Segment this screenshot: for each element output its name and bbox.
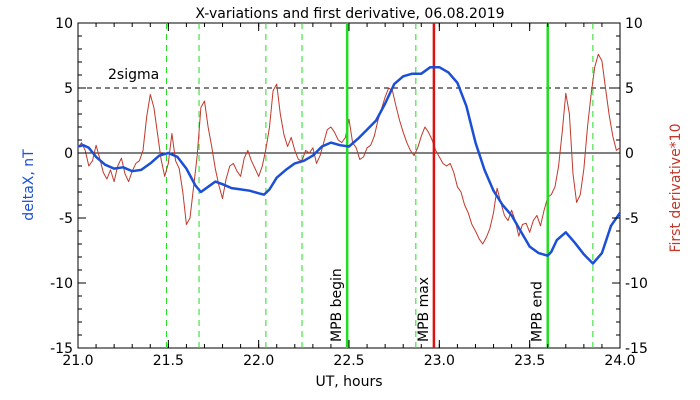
x-tick-label: 24.0 [604,353,635,369]
y-axis-label-right: First derivative*10 [668,123,684,252]
y-tick-label-right: 10 [625,16,643,32]
event-marker-label: MPB begin [329,268,345,342]
y-tick-label-left: 5 [64,81,73,97]
y-tick-label-right: 5 [625,81,634,97]
y-tick-label-right: -5 [625,211,639,227]
y-tick-label-left: -5 [59,211,73,227]
y-tick-label-left: -10 [50,276,73,292]
series-line-deltax [77,65,622,265]
x-tick-label: 23.5 [514,353,545,369]
chart-title: X-variations and first derivative, 06.08… [195,6,504,22]
y-tick-label-right: -15 [625,341,648,357]
x-tick-label: 22.0 [243,353,274,369]
y-tick-label-left: -15 [50,341,73,357]
x-tick-label: 23.0 [424,353,455,369]
y-tick-label-left: 0 [64,146,73,162]
series-line-derivative [77,53,621,245]
x-tick-label: 22.5 [333,353,364,369]
event-marker-label: MPB end [530,281,546,342]
sigma-label: 2sigma [108,67,159,83]
y-tick-label-right: -10 [625,276,648,292]
x-tick-label: 21.5 [153,353,184,369]
x-tick-label: 21.0 [62,353,93,369]
y-tick-label-left: 10 [55,16,73,32]
y-axis-label-left: deltaX, nT [21,149,37,221]
event-marker-label: MPB max [416,277,432,342]
x-axis-label: UT, hours [315,374,382,390]
plot-area: 2sigma MPB begin MPB max MPB end 21.0 21.5 22.… [50,16,648,369]
y-tick-label-right: 0 [625,146,634,162]
